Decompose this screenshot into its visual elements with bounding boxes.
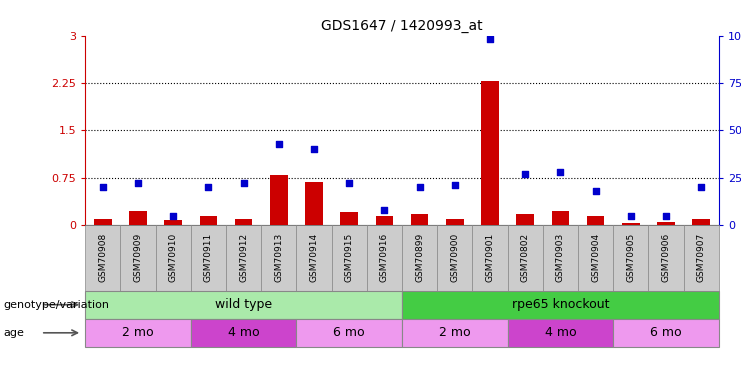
Bar	[657, 222, 675, 225]
Bar	[587, 216, 605, 225]
Text: 6 mo: 6 mo	[333, 326, 365, 339]
Text: GSM70899: GSM70899	[415, 233, 424, 282]
Point	[413, 184, 425, 190]
Text: GSM70906: GSM70906	[662, 233, 671, 282]
Point	[308, 146, 320, 152]
Title: GDS1647 / 1420993_at: GDS1647 / 1420993_at	[321, 19, 483, 33]
Bar	[331, 225, 367, 291]
Bar	[340, 212, 358, 225]
Bar	[235, 219, 253, 225]
Text: GSM70905: GSM70905	[626, 233, 635, 282]
Text: GSM70901: GSM70901	[485, 233, 494, 282]
Bar	[367, 225, 402, 291]
Bar	[120, 225, 156, 291]
Bar	[156, 225, 191, 291]
Bar	[648, 225, 683, 291]
Text: GSM70904: GSM70904	[591, 233, 600, 282]
Point	[660, 213, 672, 219]
Text: 4 mo: 4 mo	[545, 326, 576, 339]
Point	[590, 188, 602, 194]
Bar	[191, 319, 296, 347]
Bar	[305, 182, 323, 225]
Point	[554, 169, 566, 175]
Bar	[94, 219, 112, 225]
Point	[238, 180, 250, 186]
Bar	[85, 291, 402, 319]
Bar	[402, 319, 508, 347]
Bar	[165, 220, 182, 225]
Text: GSM70912: GSM70912	[239, 233, 248, 282]
Bar	[296, 319, 402, 347]
Text: GSM70909: GSM70909	[133, 233, 142, 282]
Bar	[226, 225, 261, 291]
Bar	[446, 219, 464, 225]
Bar	[270, 174, 288, 225]
Text: 4 mo: 4 mo	[227, 326, 259, 339]
Text: 6 mo: 6 mo	[650, 326, 682, 339]
Bar	[199, 216, 217, 225]
Bar	[516, 214, 534, 225]
Point	[379, 207, 391, 213]
Point	[519, 171, 531, 177]
Text: GSM70914: GSM70914	[310, 233, 319, 282]
Bar	[614, 319, 719, 347]
Text: GSM70913: GSM70913	[274, 233, 283, 282]
Bar	[551, 211, 569, 225]
Text: genotype/variation: genotype/variation	[4, 300, 110, 310]
Text: GSM70910: GSM70910	[169, 233, 178, 282]
Bar	[622, 223, 639, 225]
Bar	[85, 225, 120, 291]
Text: wild type: wild type	[215, 298, 272, 311]
Point	[132, 180, 144, 186]
Point	[449, 182, 461, 188]
Bar	[614, 225, 648, 291]
Text: GSM70907: GSM70907	[697, 233, 705, 282]
Bar	[481, 81, 499, 225]
Text: age: age	[4, 328, 24, 338]
Bar	[437, 225, 472, 291]
Bar	[411, 214, 428, 225]
Point	[484, 36, 496, 42]
Bar	[692, 219, 710, 225]
Bar	[472, 225, 508, 291]
Text: 2 mo: 2 mo	[122, 326, 154, 339]
Point	[343, 180, 355, 186]
Text: rpe65 knockout: rpe65 knockout	[511, 298, 609, 311]
Bar	[402, 291, 719, 319]
Bar	[542, 225, 578, 291]
Point	[273, 141, 285, 147]
Bar	[508, 225, 542, 291]
Bar	[296, 225, 331, 291]
Text: GSM70915: GSM70915	[345, 233, 353, 282]
Point	[625, 213, 637, 219]
Point	[97, 184, 109, 190]
Text: 2 mo: 2 mo	[439, 326, 471, 339]
Text: GSM70911: GSM70911	[204, 233, 213, 282]
Text: GSM70903: GSM70903	[556, 233, 565, 282]
Bar	[85, 319, 191, 347]
Bar	[129, 211, 147, 225]
Point	[202, 184, 214, 190]
Bar	[261, 225, 296, 291]
Point	[695, 184, 707, 190]
Bar	[191, 225, 226, 291]
Text: GSM70908: GSM70908	[99, 233, 107, 282]
Bar	[578, 225, 614, 291]
Text: GSM70802: GSM70802	[521, 233, 530, 282]
Text: GSM70916: GSM70916	[380, 233, 389, 282]
Bar	[508, 319, 614, 347]
Bar	[402, 225, 437, 291]
Bar	[683, 225, 719, 291]
Text: GSM70900: GSM70900	[451, 233, 459, 282]
Point	[167, 213, 179, 219]
Bar	[376, 216, 393, 225]
